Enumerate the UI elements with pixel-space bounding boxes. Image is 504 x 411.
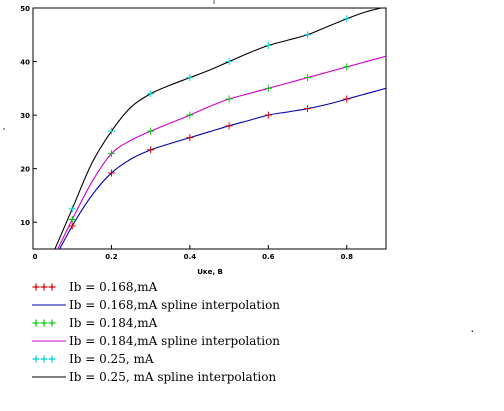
series-line-ib-0-25-ma-spline-interpolation: [54, 8, 384, 249]
data-point-ib-0-168-ma: [264, 111, 272, 119]
y-tick-label: 10: [20, 219, 30, 227]
legend-label: Ib = 0.25, mA: [69, 352, 154, 366]
data-point-ib-0-184-ma: [186, 111, 194, 119]
legend-item: Ib = 0.168,mA: [32, 280, 332, 299]
data-point-ib-0-25-ma: [343, 15, 351, 23]
x-tick-label: 0: [33, 253, 38, 261]
y-tick-label: 30: [20, 112, 30, 120]
legend: Ib = 0.168,mA Ib = 0.168,mA spline interp…: [32, 280, 332, 389]
stray-dot-right: .: [471, 326, 474, 334]
legend-item: Ib = 0.25, mA: [32, 352, 332, 371]
data-point-ib-0-25-ma: [68, 205, 76, 213]
data-point-ib-0-184-ma: [68, 216, 76, 224]
legend-item: Ib = 0.184,mA spline interpolation: [32, 334, 332, 353]
data-point-ib-0-168-ma: [107, 169, 115, 177]
data-point-ib-0-25-ma: [304, 31, 312, 39]
data-point-ib-0-25-ma: [225, 58, 233, 66]
x-tick-label: 0.4: [184, 253, 197, 261]
y-tick-label: 40: [20, 59, 30, 67]
legend-label: Ib = 0.184,mA spline interpolation: [69, 334, 281, 348]
data-point-ib-0-168-ma: [68, 222, 76, 230]
legend-line-swatch: [32, 376, 66, 378]
x-tick-label: 0.8: [341, 253, 354, 261]
legend-label: Ib = 0.168,mA spline interpolation: [69, 298, 281, 312]
y-tick-label: 50: [20, 5, 30, 13]
data-point-ib-0-184-ma: [343, 63, 351, 71]
legend-label: Ib = 0.168,mA: [69, 280, 158, 294]
data-point-ib-0-184-ma: [304, 74, 312, 82]
data-point-ib-0-184-ma: [147, 127, 155, 135]
data-point-ib-0-25-ma: [186, 74, 194, 82]
legend-line-swatch: [32, 304, 66, 306]
data-point-ib-0-168-ma: [147, 146, 155, 154]
legend-label: Ib = 0.25, mA spline interpolation: [69, 370, 277, 384]
plot-frame: [32, 7, 387, 250]
stray-tick-left: ': [3, 127, 5, 135]
data-point-ib-0-168-ma: [343, 95, 351, 103]
legend-item: Ib = 0.25, mA spline interpolation: [32, 370, 332, 389]
legend-marker-swatch: [32, 355, 56, 363]
series-line-ib-0-184-ma-spline-interpolation: [57, 55, 386, 249]
series-line-ib-0-168-ma-spline-interpolation: [59, 87, 386, 249]
legend-item: Ib = 0.168,mA spline interpolation: [32, 298, 332, 317]
legend-marker-swatch: [32, 283, 56, 291]
top-mark: I: [213, 0, 215, 6]
legend-item: Ib = 0.184,mA: [32, 316, 332, 335]
data-point-ib-0-184-ma: [107, 150, 115, 158]
data-point-ib-0-25-ma: [107, 127, 115, 135]
x-axis-label: Uке, В: [197, 268, 223, 276]
data-point-ib-0-25-ma: [147, 90, 155, 98]
data-point-ib-0-168-ma: [225, 122, 233, 130]
y-tick-label: 20: [20, 166, 30, 174]
data-point-ib-0-184-ma: [225, 95, 233, 103]
data-point-ib-0-25-ma: [264, 41, 272, 49]
legend-line-swatch: [32, 340, 66, 342]
x-tick-label: 0.2: [105, 253, 118, 261]
x-tick-label: 0.6: [262, 253, 275, 261]
data-point-ib-0-168-ma: [186, 134, 194, 142]
legend-label: Ib = 0.184,mA: [69, 316, 158, 330]
legend-marker-swatch: [32, 319, 56, 327]
data-point-ib-0-168-ma: [304, 105, 312, 113]
data-point-ib-0-184-ma: [264, 84, 272, 92]
